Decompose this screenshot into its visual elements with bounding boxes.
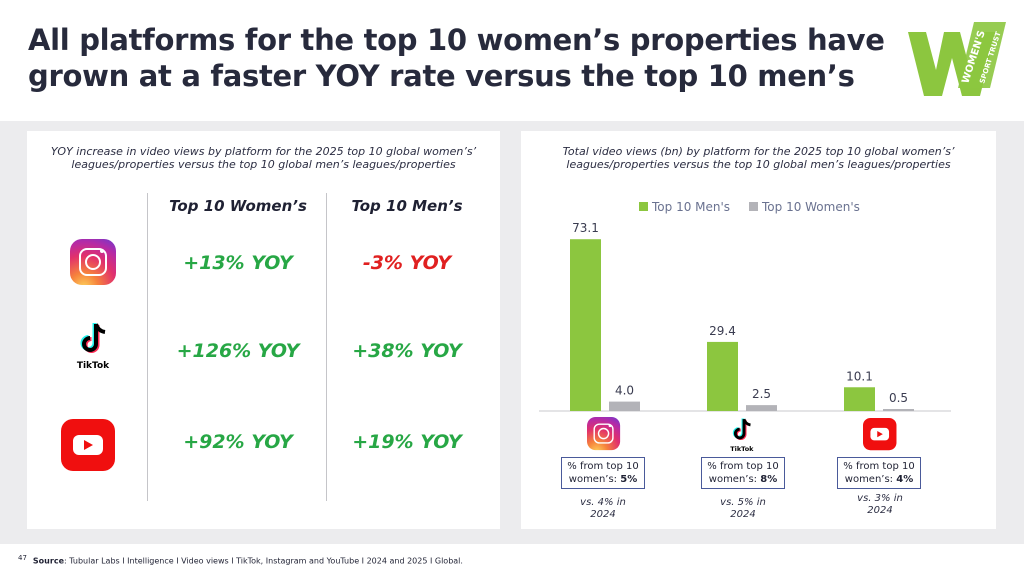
title-line-1: All platforms for the top 10 women’s pro… bbox=[28, 23, 885, 57]
vs-note-youtube: vs. 3% in 2024 bbox=[830, 493, 930, 517]
note-box-tiktok: % from top 10 women’s: 8% bbox=[701, 457, 785, 489]
bar-men-instagram bbox=[570, 239, 601, 411]
views-subtitle-line-1: Total video views (bn) by platform for t… bbox=[562, 145, 955, 158]
vs-line1-tiktok: vs. 5% in bbox=[720, 497, 766, 508]
data-label-women-tiktok: 2.5 bbox=[752, 387, 771, 401]
note-line1-tiktok: % from top 10 bbox=[707, 461, 779, 472]
note-box-instagram: % from top 10 women’s: 5% bbox=[561, 457, 645, 489]
legend-label-men: Top 10 Men's bbox=[651, 200, 730, 214]
chart-tiktok-icon: TikTok bbox=[726, 417, 758, 453]
vs-line2-instagram: 2024 bbox=[590, 509, 616, 520]
men-yoy-tiktok: +38% YOY bbox=[352, 340, 462, 362]
vs-line2-tiktok: 2024 bbox=[730, 509, 756, 520]
source-text: : Tubular Labs I Intelligence I Video vi… bbox=[64, 556, 463, 566]
source-label: Source bbox=[32, 556, 64, 566]
yoy-panel-subtitle: YOY increase in video views by platform … bbox=[27, 145, 500, 171]
bar-women-instagram bbox=[609, 401, 640, 411]
women-yoy-youtube: +92% YOY bbox=[183, 431, 293, 453]
legend-swatch-women bbox=[749, 202, 758, 211]
youtube-icon bbox=[61, 419, 115, 471]
chart-youtube-icon bbox=[863, 418, 897, 451]
legend-label-women: Top 10 Women's bbox=[761, 200, 860, 214]
men-yoy-instagram: -3% YOY bbox=[362, 252, 452, 274]
yoy-subtitle-line-1: YOY increase in video views by platform … bbox=[50, 145, 477, 158]
vs-note-instagram: vs. 4% in 2024 bbox=[553, 497, 653, 521]
title-line-2: grown at a faster YOY rate versus the to… bbox=[28, 59, 855, 93]
note-prefix-youtube: women’s: bbox=[844, 474, 897, 485]
note-line1-youtube: % from top 10 bbox=[843, 461, 915, 472]
men-yoy-youtube: +19% YOY bbox=[352, 431, 462, 453]
tiktok-icon: TikTok bbox=[71, 321, 115, 371]
vs-line1-instagram: vs. 4% in bbox=[580, 497, 626, 508]
bar-men-tiktok bbox=[707, 341, 738, 411]
note-prefix-instagram: women’s: bbox=[568, 474, 621, 485]
data-label-men-instagram: 73.1 bbox=[572, 221, 599, 235]
column-divider-1 bbox=[147, 193, 148, 501]
data-label-men-youtube: 10.1 bbox=[846, 369, 873, 383]
bar-women-tiktok bbox=[746, 405, 777, 411]
views-bar-chart: 73.1 29.4 10.1 4.0 2.5 0.5 Top 10 Men's Top 10 … bbox=[539, 200, 951, 412]
note-box-youtube: % from top 10 women’s: 4% bbox=[837, 457, 921, 489]
chart-tiktok-label: TikTok bbox=[730, 445, 754, 453]
tiktok-label: TikTok bbox=[76, 361, 110, 371]
column-header-men: Top 10 Men’s bbox=[351, 197, 463, 215]
footer-source: 47 Source: Tubular Labs I Intelligence I … bbox=[18, 554, 463, 566]
views-panel: Total video views (bn) by platform for t… bbox=[521, 131, 996, 529]
yoy-subtitle-line-2: leagues/properties versus the top 10 glo… bbox=[71, 158, 456, 171]
vs-line2-youtube: 2024 bbox=[867, 505, 893, 516]
column-header-women: Top 10 Women’s bbox=[169, 197, 307, 215]
yoy-panel: YOY increase in video views by platform … bbox=[27, 131, 500, 529]
note-prefix-tiktok: women’s: bbox=[708, 474, 761, 485]
data-label-women-youtube: 0.5 bbox=[889, 391, 908, 405]
data-label-men-tiktok: 29.4 bbox=[709, 324, 736, 338]
views-panel-subtitle: Total video views (bn) by platform for t… bbox=[521, 145, 996, 171]
bar-women-youtube bbox=[883, 409, 914, 411]
women-yoy-tiktok: +126% YOY bbox=[176, 340, 300, 362]
note-value-instagram: 5% bbox=[620, 474, 638, 485]
vs-note-tiktok: vs. 5% in 2024 bbox=[693, 497, 793, 521]
bar-men-youtube bbox=[844, 387, 875, 411]
column-divider-2 bbox=[326, 193, 327, 501]
page-number: 47 bbox=[18, 554, 27, 562]
legend-swatch-men bbox=[639, 202, 648, 211]
data-label-women-instagram: 4.0 bbox=[615, 384, 634, 398]
page-title: All platforms for the top 10 women’s pro… bbox=[28, 22, 888, 94]
womens-sport-trust-logo: WOMEN'S SPORT TRUST bbox=[908, 22, 1006, 96]
chart-instagram-icon bbox=[587, 417, 621, 451]
instagram-icon bbox=[70, 239, 116, 285]
women-yoy-instagram: +13% YOY bbox=[183, 252, 293, 274]
views-subtitle-line-2: leagues/properties versus the top 10 glo… bbox=[566, 158, 951, 171]
note-line1-instagram: % from top 10 bbox=[567, 461, 639, 472]
note-value-tiktok: 8% bbox=[760, 474, 778, 485]
note-value-youtube: 4% bbox=[896, 474, 914, 485]
vs-line1-youtube: vs. 3% in bbox=[857, 493, 903, 504]
